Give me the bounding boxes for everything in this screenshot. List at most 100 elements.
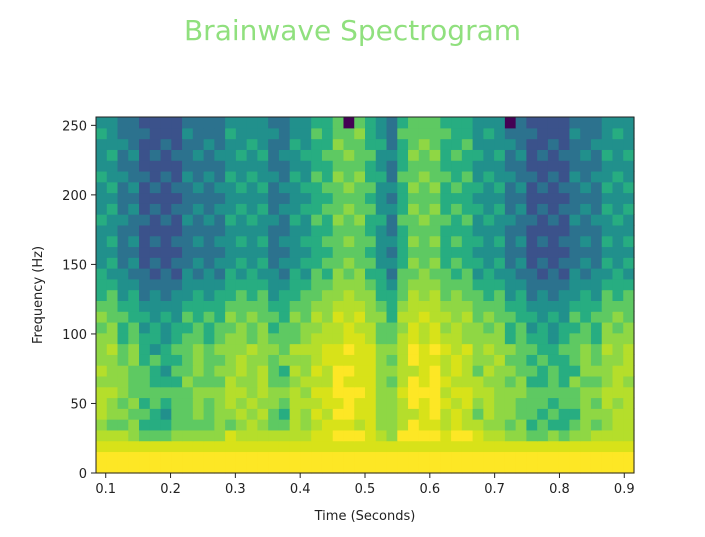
heatmap-cell bbox=[483, 354, 495, 366]
heatmap-cell bbox=[494, 224, 506, 237]
heatmap-cell bbox=[214, 289, 226, 301]
heatmap-cell bbox=[483, 419, 495, 431]
heatmap-cell bbox=[601, 451, 614, 463]
heatmap-cell bbox=[429, 386, 441, 399]
heatmap-cell bbox=[332, 354, 345, 366]
heatmap-cell bbox=[494, 268, 506, 280]
heatmap-cell bbox=[365, 375, 377, 388]
heatmap-cell bbox=[235, 203, 248, 215]
heatmap-cell bbox=[504, 246, 517, 258]
heatmap-cell bbox=[418, 289, 431, 301]
heatmap-cell bbox=[537, 311, 549, 323]
heatmap-cell bbox=[128, 268, 140, 280]
heatmap-cell bbox=[375, 451, 388, 463]
heatmap-cell bbox=[451, 321, 463, 334]
heatmap-cell bbox=[504, 214, 517, 226]
heatmap-cell bbox=[343, 300, 355, 312]
heatmap-cell bbox=[332, 386, 345, 399]
heatmap-cell bbox=[601, 160, 614, 172]
heatmap-cell bbox=[203, 462, 215, 474]
heatmap-cell bbox=[483, 429, 495, 442]
heatmap-cell bbox=[375, 408, 388, 420]
heatmap-cell bbox=[128, 300, 140, 312]
heatmap-cell bbox=[343, 397, 355, 409]
heatmap-cell bbox=[537, 332, 549, 345]
heatmap-cell bbox=[321, 386, 334, 399]
heatmap-cell bbox=[451, 117, 463, 129]
heatmap-cell bbox=[149, 246, 162, 258]
heatmap-cell bbox=[235, 365, 248, 377]
heatmap-cell bbox=[149, 138, 162, 150]
heatmap-cell bbox=[472, 321, 484, 334]
heatmap-cell bbox=[203, 246, 215, 258]
heatmap-cell bbox=[451, 203, 463, 215]
heatmap-cell bbox=[386, 257, 398, 269]
heatmap-cell bbox=[461, 321, 474, 334]
heatmap-cell bbox=[139, 321, 151, 334]
heatmap-cell bbox=[494, 235, 506, 248]
heatmap-cell bbox=[461, 160, 474, 172]
heatmap-cell bbox=[623, 408, 635, 420]
heatmap-cell bbox=[515, 386, 527, 399]
heatmap-cell bbox=[300, 257, 312, 269]
heatmap-cell bbox=[225, 149, 237, 161]
heatmap-cell bbox=[128, 321, 140, 334]
heatmap-cell bbox=[289, 257, 302, 269]
heatmap-cell bbox=[214, 300, 226, 312]
heatmap-cell bbox=[418, 354, 431, 366]
heatmap-cell bbox=[300, 235, 312, 248]
heatmap-cell bbox=[429, 343, 441, 355]
heatmap-cell bbox=[300, 268, 312, 280]
heatmap-cell bbox=[117, 138, 129, 150]
heatmap-cell bbox=[386, 149, 398, 161]
heatmap-cell bbox=[235, 343, 248, 355]
heatmap-cell bbox=[386, 235, 398, 248]
heatmap-cell bbox=[96, 127, 108, 140]
heatmap-cell bbox=[96, 192, 108, 204]
heatmap-cell bbox=[623, 278, 635, 291]
heatmap-cell bbox=[504, 268, 517, 280]
heatmap-cell bbox=[192, 138, 205, 150]
heatmap-cell bbox=[569, 170, 581, 183]
heatmap-cell bbox=[612, 462, 624, 474]
heatmap-cell bbox=[504, 170, 517, 183]
heatmap-cell bbox=[203, 408, 215, 420]
heatmap-cell bbox=[386, 419, 398, 431]
heatmap-cell bbox=[601, 365, 614, 377]
heatmap-cell bbox=[268, 462, 280, 474]
heatmap-cell bbox=[182, 117, 194, 129]
heatmap-cell bbox=[160, 397, 172, 409]
heatmap-cell bbox=[311, 300, 323, 312]
heatmap-cell bbox=[192, 181, 205, 194]
heatmap-cell bbox=[365, 311, 377, 323]
heatmap-cell bbox=[601, 397, 614, 409]
heatmap-cell bbox=[354, 117, 366, 129]
heatmap-cell bbox=[160, 214, 172, 226]
heatmap-cell bbox=[117, 181, 129, 194]
heatmap-cell bbox=[612, 181, 624, 194]
heatmap-cell bbox=[526, 214, 538, 226]
heatmap-cell bbox=[451, 397, 463, 409]
heatmap-cell bbox=[332, 268, 345, 280]
heatmap-cell bbox=[569, 419, 581, 431]
heatmap-cell bbox=[354, 289, 366, 301]
heatmap-cell bbox=[106, 365, 119, 377]
heatmap-cell bbox=[558, 397, 571, 409]
heatmap-cell bbox=[365, 160, 377, 172]
heatmap-cell bbox=[257, 300, 269, 312]
heatmap-cell bbox=[203, 149, 215, 161]
heatmap-cell bbox=[515, 149, 527, 161]
heatmap-cell bbox=[515, 462, 527, 474]
heatmap-cell bbox=[472, 214, 484, 226]
heatmap-cell bbox=[182, 451, 194, 463]
heatmap-cell bbox=[590, 429, 603, 442]
heatmap-cell bbox=[321, 321, 334, 334]
heatmap-cell bbox=[214, 268, 226, 280]
heatmap-cell bbox=[343, 289, 355, 301]
heatmap-cell bbox=[601, 343, 614, 355]
heatmap-cell bbox=[483, 332, 495, 345]
chart-title: Brainwave Spectrogram bbox=[183, 14, 522, 47]
heatmap-cell bbox=[623, 354, 635, 366]
heatmap-cell bbox=[160, 354, 172, 366]
heatmap-cell bbox=[494, 440, 506, 453]
